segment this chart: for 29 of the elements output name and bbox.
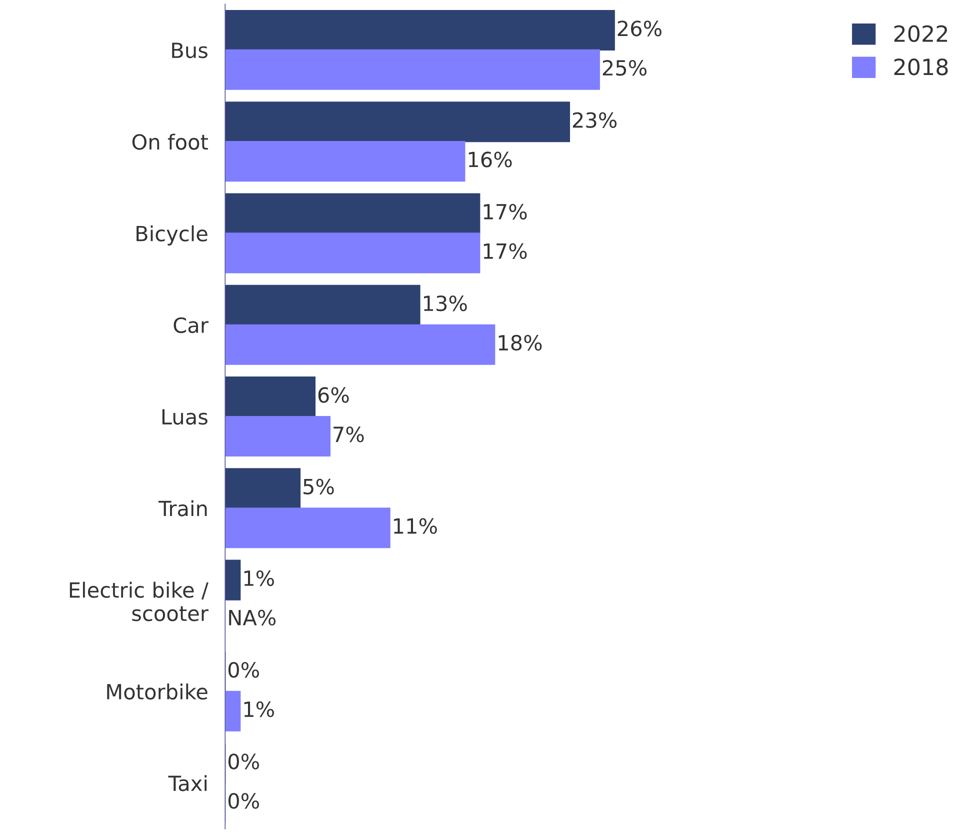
data-label: 7% (334, 426, 364, 442)
data-label: 23% (572, 112, 617, 128)
data-label: 5% (304, 478, 334, 494)
y-tick-label: Taxi (168, 775, 207, 792)
data-label: 0% (228, 662, 259, 678)
y-tick-label: Bicycle (136, 225, 208, 246)
data-label: 0% (228, 793, 259, 809)
y-tick-label: Train (158, 500, 207, 516)
y-tick-label: On foot (132, 134, 208, 150)
y-tick-label: Motorbike (107, 683, 208, 700)
y-tick-label: Bus (172, 42, 208, 58)
data-label: 6% (318, 387, 349, 403)
data-label: 13% (424, 295, 467, 312)
legend-label: 2018 (894, 58, 948, 76)
y-tick-label: Electric bike / scooter (70, 582, 208, 622)
data-label: 1% (244, 701, 274, 718)
y-tick-label: Luas (162, 409, 208, 425)
data-label: 18% (498, 334, 542, 351)
data-label: 17% (484, 204, 527, 220)
data-label: 11% (394, 518, 437, 534)
data-label: 25% (602, 60, 647, 76)
legend-label: 2022 (894, 25, 948, 42)
data-label: 1% (244, 570, 274, 586)
data-label: 16% (468, 152, 512, 168)
y-tick-label: Car (174, 317, 208, 334)
data-label: 0% (228, 754, 259, 770)
data-label: 17% (484, 243, 527, 259)
data-label: 26% (618, 20, 662, 36)
text: NA% (229, 610, 276, 626)
